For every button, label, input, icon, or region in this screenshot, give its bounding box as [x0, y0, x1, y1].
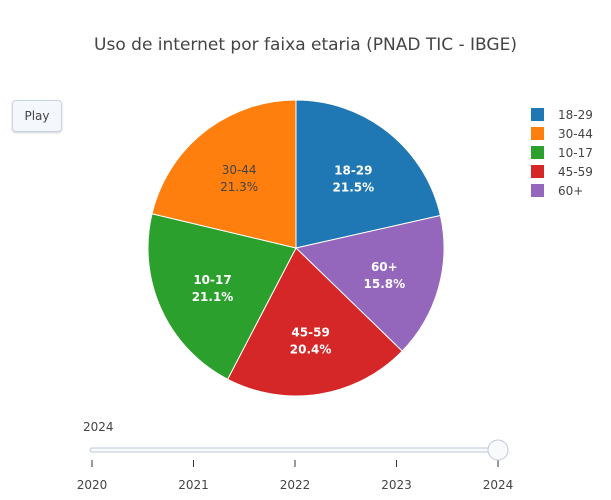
- pie-slice-10-17[interactable]: [147, 213, 297, 380]
- legend-item-30-44[interactable]: 30-44: [558, 127, 593, 141]
- slice-percent-label: 21.3%: [220, 180, 258, 194]
- slice-category-label: 10-17: [193, 273, 231, 287]
- pie-slice-18-29[interactable]: [295, 99, 441, 249]
- slice-category-label: 30-44: [222, 163, 257, 177]
- legend-item-10-17[interactable]: 10-17: [558, 146, 593, 160]
- pie-slice-30-44[interactable]: [151, 99, 297, 249]
- slice-percent-label: 21.1%: [192, 290, 234, 304]
- slider-rail[interactable]: [89, 447, 501, 453]
- slice-category-label: 18-29: [334, 163, 372, 177]
- play-button[interactable]: Play: [12, 100, 62, 132]
- pie-slice-45-59[interactable]: [226, 247, 403, 397]
- slider-step-label[interactable]: 2024: [483, 478, 514, 492]
- legend-swatch-18-29: [531, 108, 544, 121]
- pie-slice-60-plus[interactable]: [294, 214, 445, 352]
- legend-swatch-10-17: [531, 146, 544, 159]
- slider-handle[interactable]: [487, 439, 509, 461]
- legend-item-45-59[interactable]: 45-59: [558, 165, 593, 179]
- pie-slices: 18-29 21.5% 60+ 15.8% 45-59 20.4% 10-17 21.1% 30…: [147, 99, 445, 397]
- slider-step-label[interactable]: 2021: [178, 478, 209, 492]
- slice-category-label: 45-59: [291, 326, 329, 340]
- legend-swatch-60-plus: [531, 184, 544, 197]
- year-slider[interactable]: 2024 2020 2021 2022 2023 2024: [77, 420, 514, 492]
- chart-title: Uso de internet por faixa etaria (PNAD T…: [94, 35, 517, 55]
- legend-swatch-45-59: [531, 165, 544, 178]
- slider-step-label[interactable]: 2023: [381, 478, 412, 492]
- legend-item-18-29[interactable]: 18-29: [558, 108, 593, 122]
- slider-step-label[interactable]: 2020: [77, 478, 108, 492]
- slider-step-label[interactable]: 2022: [280, 478, 311, 492]
- legend-item-60-plus[interactable]: 60+: [558, 184, 583, 198]
- slice-percent-label: 21.5%: [333, 180, 375, 194]
- legend: 18-29 30-44 10-17 45-59 60+: [531, 108, 593, 198]
- slice-percent-label: 20.4%: [290, 343, 332, 357]
- slider-current-value: 2024: [83, 420, 114, 434]
- legend-swatch-30-44: [531, 127, 544, 140]
- slice-category-label: 60+: [371, 260, 398, 274]
- slice-percent-label: 15.8%: [364, 277, 406, 291]
